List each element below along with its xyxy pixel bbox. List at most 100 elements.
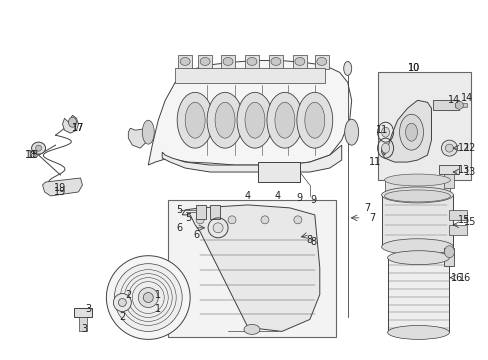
Ellipse shape [32,142,45,154]
Bar [292,55,306,69]
Ellipse shape [142,120,154,144]
Bar [432,100,458,110]
Ellipse shape [343,62,351,75]
Bar [175,68,324,84]
Text: 15: 15 [457,215,469,225]
Text: 9: 9 [310,195,316,205]
Text: 2: 2 [119,312,125,323]
Bar [439,165,458,174]
Text: 6: 6 [176,223,182,233]
Text: 9: 9 [296,193,302,203]
Ellipse shape [200,58,210,66]
Ellipse shape [381,187,452,203]
Text: 18: 18 [26,150,39,160]
Bar [168,200,335,337]
Ellipse shape [405,123,417,141]
Ellipse shape [223,58,233,66]
Ellipse shape [274,102,294,138]
Bar [384,180,449,196]
Ellipse shape [177,92,213,148]
Ellipse shape [316,58,326,66]
Text: 6: 6 [193,230,199,240]
Text: 19: 19 [54,183,66,193]
Text: 8: 8 [306,235,312,245]
Ellipse shape [227,216,236,224]
Ellipse shape [207,92,243,148]
Bar [198,55,212,69]
Ellipse shape [381,127,389,137]
Text: 12: 12 [464,143,476,153]
Text: 8: 8 [310,237,316,247]
Text: 1: 1 [155,305,161,315]
Ellipse shape [381,239,452,255]
Bar [444,174,453,188]
Text: 18: 18 [24,150,37,160]
Text: 7: 7 [369,213,375,223]
Polygon shape [162,145,341,172]
Ellipse shape [244,324,260,334]
Text: 14: 14 [461,93,473,103]
Text: 4: 4 [244,191,250,201]
Bar [258,162,299,182]
Ellipse shape [180,58,190,66]
Text: 5: 5 [176,205,182,215]
Ellipse shape [441,140,456,156]
Text: 2: 2 [125,289,131,300]
Text: 10: 10 [407,63,420,73]
Ellipse shape [113,293,131,311]
Bar [221,55,235,69]
Ellipse shape [246,58,256,66]
Ellipse shape [381,143,389,153]
Ellipse shape [387,325,448,339]
Ellipse shape [213,223,223,233]
Ellipse shape [118,298,126,306]
Polygon shape [381,100,430,162]
Text: 13: 13 [457,165,469,175]
Bar [377,72,470,180]
Ellipse shape [444,246,453,258]
Text: 16: 16 [458,273,470,283]
Ellipse shape [454,101,463,109]
Bar [387,258,448,332]
Ellipse shape [266,92,302,148]
Ellipse shape [387,251,448,265]
Bar [74,307,92,318]
Ellipse shape [261,216,268,224]
Polygon shape [182,205,319,332]
Text: 10: 10 [407,63,420,73]
Ellipse shape [185,102,204,138]
Text: 1: 1 [155,289,161,300]
Text: 13: 13 [464,167,476,177]
Ellipse shape [445,144,452,152]
Text: 5: 5 [184,213,191,223]
Ellipse shape [237,92,272,148]
Text: 12: 12 [457,143,469,153]
Bar [448,225,467,235]
Text: 11: 11 [368,157,381,167]
Ellipse shape [296,92,332,148]
Ellipse shape [244,102,264,138]
Text: 11: 11 [375,125,387,135]
Bar [444,248,453,266]
Polygon shape [128,120,148,148]
Ellipse shape [270,58,280,66]
Ellipse shape [384,174,449,186]
Text: 17: 17 [72,123,84,133]
Ellipse shape [215,102,235,138]
Ellipse shape [36,145,41,151]
Ellipse shape [399,114,423,150]
Text: 3: 3 [81,324,87,334]
Ellipse shape [114,264,182,332]
Ellipse shape [293,216,301,224]
Text: 17: 17 [72,123,84,133]
Bar [196,205,205,219]
Bar [268,55,283,69]
Bar [314,55,328,69]
Text: 15: 15 [464,217,476,227]
Ellipse shape [294,58,304,66]
Text: 19: 19 [54,187,66,197]
Text: 14: 14 [447,95,460,105]
Text: 7: 7 [364,203,370,213]
Bar [178,55,192,69]
Bar [244,55,259,69]
